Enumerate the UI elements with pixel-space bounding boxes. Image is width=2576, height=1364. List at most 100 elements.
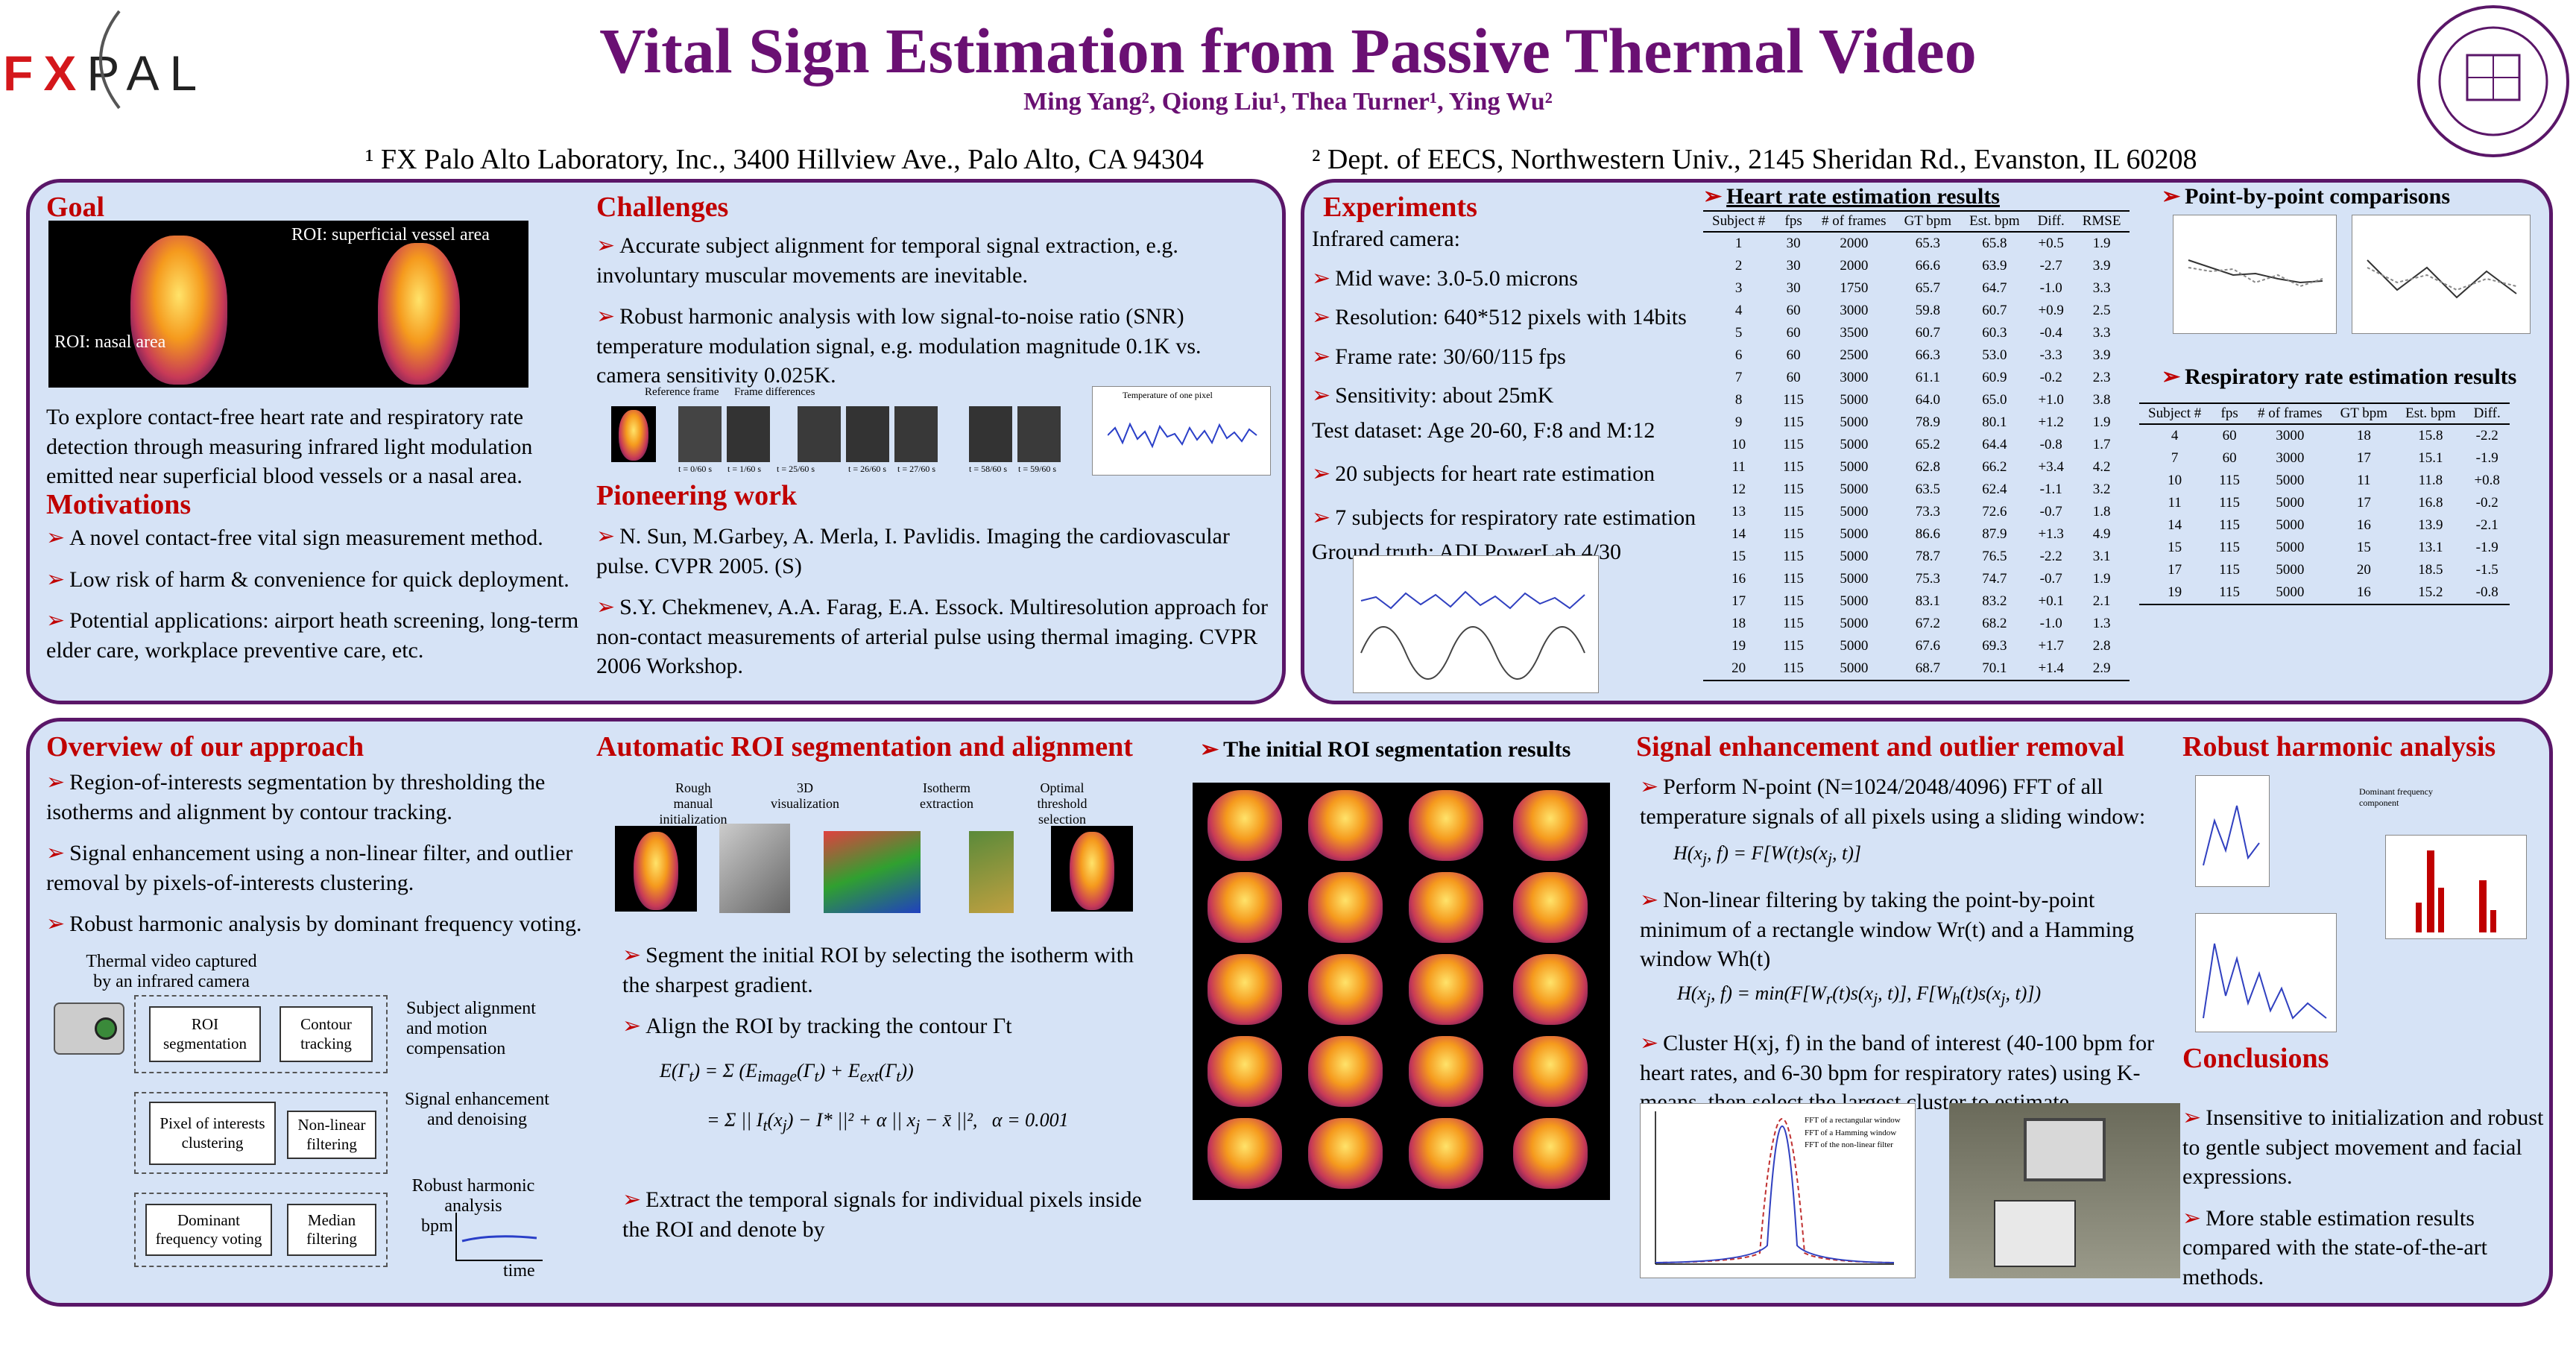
table-cell: 1.9 [2092,414,2111,430]
frame-label-differences: Frame differences [734,386,815,398]
table-cell: -0.7 [2039,504,2062,520]
resp-header-cell: Diff. [2464,402,2510,425]
table-row: 20 115 5000 68.7 70.1 +1.4 2.9 [1703,657,2130,681]
table-cell: 65.0 [1982,392,2007,408]
reference-item: ➢ S.Y. Chekmenev, A.A. Farag, E.A. Essock… [596,595,1269,679]
harmonic-heading: Robust harmonic analysis [2182,731,2496,762]
table-cell: 4.2 [2092,459,2111,475]
table-row: 11 115 5000 62.8 66.2 +3.4 4.2 [1703,456,2130,479]
pixel-temperature-plot: Temperature of one pixel [1092,386,1271,476]
table-row: 15 115 5000 15 13.1 -1.9 [2139,537,2510,559]
table-cell: 2000 [1840,236,1869,251]
camera-icon [54,1003,124,1055]
table-cell: 115 [2219,517,2241,533]
table-cell: 60.7 [1915,325,1940,341]
resp-header-cell: Est. bpm [2396,402,2465,425]
dominant-frequency-histogram [2385,835,2527,939]
table-row: 4 60 3000 18 15.8 -2.2 [2139,424,2510,447]
northwestern-seal-icon [2417,5,2569,157]
roi-step-thumb [1051,826,1133,912]
harmonic-plot-1 [2195,775,2270,887]
overview-list: ➢ Region-of-interests segmentation by thr… [46,770,582,937]
table-cell: +1.7 [2038,638,2064,654]
challenges-list: ➢ Accurate subject alignment for temporal… [596,231,1252,402]
table-cell: 60 [1786,325,1801,341]
table-cell: 62.8 [1915,459,1940,475]
table-cell: 5000 [1840,526,1869,542]
table-cell: 30 [1786,258,1801,274]
heart-header-cell: Diff. [2028,210,2074,233]
flow-output-plot [455,1213,543,1261]
roi-step-thumb [824,831,921,913]
motivations-heading: Motivations [46,489,192,520]
table-cell: 75.3 [1915,571,1940,587]
respiratory-rate-table: Subject # fps # of frames GT bpm Est. bpm Dif… [2139,402,2510,605]
table-cell: 16 [1731,571,1746,587]
table-cell: 2.3 [2092,370,2111,385]
table-cell: 5000 [2276,517,2305,533]
frame-label-reference: Reference frame [645,386,719,398]
table-row: 16 115 5000 75.3 74.7 -0.7 1.9 [1703,568,2130,590]
table-cell: 53.0 [1982,347,2007,363]
table-cell: 3.2 [2092,481,2111,497]
table-cell: 1.8 [2092,504,2111,520]
table-cell: 115 [2219,540,2241,555]
table-cell: 115 [1783,437,1805,452]
table-cell: 3000 [2276,428,2305,443]
table-cell: 67.6 [1915,638,1940,654]
harmonic-plot-2 [2195,913,2337,1032]
table-cell: 9 [1734,414,1743,430]
heart-header-cell: RMSE [2073,210,2130,233]
table-row: 7 60 3000 17 15.1 -1.9 [2139,447,2510,470]
table-cell: 15 [2356,540,2371,555]
table-cell: -1.9 [2475,540,2498,555]
frame-diff-thumb [678,406,722,462]
table-cell: 7 [2171,450,2179,466]
table-cell: 60 [2222,428,2237,443]
table-cell: 14 [2168,517,2182,533]
table-cell: 60.9 [1982,370,2007,385]
table-cell: 3.3 [2092,325,2111,341]
table-row: 1 30 2000 65.3 65.8 +0.5 1.9 [1703,232,2130,255]
powerlab-photo [1949,1103,2180,1278]
table-cell: 115 [2219,473,2241,488]
table-row: 19 115 5000 67.6 69.3 +1.7 2.8 [1703,635,2130,657]
flow-median-filtering: Median filtering [287,1204,376,1256]
table-cell: 63.5 [1915,481,1940,497]
table-cell: -0.2 [2475,495,2498,511]
table-cell: 5000 [1840,549,1869,564]
table-cell: 115 [2210,581,2250,605]
table-row: 12 115 5000 63.5 62.4 -1.1 3.2 [1703,479,2130,501]
table-cell: 3.1 [2092,549,2111,564]
authors: Ming Yang², Qiong Liu¹, Thea Turner¹, Yi… [1023,88,1553,116]
table-cell: 60 [2222,450,2237,466]
table-cell: 2000 [1840,258,1869,274]
affiliation-1: ¹ FX Palo Alto Laboratory, Inc., 3400 Hi… [365,144,1204,175]
pioneering-heading: Pioneering work [596,480,798,511]
table-cell: 66.6 [1915,258,1940,274]
frame-diff-thumb [969,406,1012,462]
overview-heading: Overview of our approach [46,731,364,762]
table-cell: -2.7 [2039,258,2062,274]
table-cell: 16 [2331,581,2397,605]
table-cell: 2.1 [2092,593,2111,609]
table-cell: 115 [1783,459,1805,475]
table-cell: 68.2 [1982,616,2007,631]
table-cell: 5000 [1840,504,1869,520]
table-cell: 86.6 [1915,526,1940,542]
thermal-face-image-1: ROI: nasal area [48,221,288,388]
table-cell: 1.7 [2092,437,2111,452]
flow-dominant-voting: Dominant frequency voting [145,1204,272,1256]
table-cell: 115 [1783,504,1805,520]
challenge-item: ➢ Accurate subject alignment for temporal… [596,233,1178,288]
flow-group-harmonic [134,1193,388,1267]
table-cell: 115 [2219,562,2241,578]
table-row: 3 30 1750 65.7 64.7 -1.0 3.3 [1703,277,2130,300]
pioneering-list: ➢ N. Sun, M.Garbey, A. Merla, I. Pavlidis… [596,522,1271,693]
motivation-item: ➢ Potential applications: airport heath s… [46,608,579,663]
table-cell: 87.9 [1982,526,2007,542]
table-cell: 5 [1734,325,1743,341]
flow-group-enhancement [134,1092,388,1174]
table-cell: 4 [2171,428,2179,443]
table-cell: 1 [1734,236,1743,251]
